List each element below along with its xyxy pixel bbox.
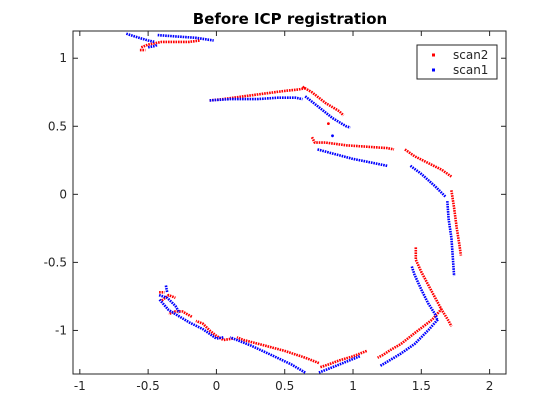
y-tick-label: -1	[55, 323, 67, 337]
scan1-segment-3	[209, 96, 303, 102]
legend-box	[416, 44, 498, 80]
plot-area	[125, 32, 463, 374]
y-tick-label: 0.5	[48, 119, 67, 133]
scan1-segment-9	[410, 266, 439, 322]
scan2-segment-14	[160, 293, 176, 302]
scan1-point-5	[331, 134, 334, 138]
scan2-segment-9	[377, 307, 443, 359]
legend-label-scan1: scan1	[453, 63, 488, 77]
series-scan1	[125, 32, 456, 374]
scan1-segment-15	[164, 285, 169, 293]
series-scan2	[139, 39, 463, 369]
x-tick-label: 0.5	[275, 379, 294, 393]
scan1-segment-12	[229, 336, 306, 374]
legend-marker-scan1	[432, 68, 435, 72]
scan1-segment-14	[158, 293, 181, 314]
y-tick-label: 0	[59, 187, 67, 201]
x-tick-label: -0.5	[136, 379, 159, 393]
scan2-segment-10	[319, 349, 368, 369]
scan1-segment-1	[147, 43, 159, 49]
scan2-segment-0	[140, 39, 201, 49]
scan2-segment-5	[310, 136, 395, 151]
x-tick-label: 0	[213, 379, 221, 393]
x-tick-label: 2	[486, 379, 494, 393]
scan2-segment-3	[301, 85, 345, 117]
y-tick-label: 1	[59, 51, 67, 65]
y-axis: -1 -0.5 0 0.5 1	[44, 51, 506, 337]
x-tick-label: 1	[349, 379, 357, 393]
scan2-point-4	[327, 122, 330, 125]
scan2-segment-12	[195, 319, 233, 342]
scan1-segment-10	[379, 318, 439, 367]
scan2-segment-8	[414, 247, 453, 327]
axes-box	[72, 30, 507, 375]
legend-label-scan2: scan2	[453, 48, 488, 62]
chart-title: Before ICP registration	[193, 10, 387, 28]
x-tick-label: 1.5	[412, 379, 431, 393]
scan1-segment-13	[158, 298, 224, 340]
scan2-segment-6	[404, 148, 453, 178]
legend-marker-scan2	[432, 53, 435, 57]
scan1-segment-7	[409, 164, 447, 199]
x-tick-label: -1	[74, 379, 86, 393]
y-tick-label: -0.5	[44, 255, 67, 269]
scan1-segment-0	[125, 32, 156, 44]
scan1-segment-6	[317, 148, 388, 168]
x-axis: -1 -0.5 0 0.5 1 1.5 2	[74, 31, 494, 393]
scan2-segment-7	[450, 190, 463, 256]
scan1-segment-2	[157, 33, 214, 42]
